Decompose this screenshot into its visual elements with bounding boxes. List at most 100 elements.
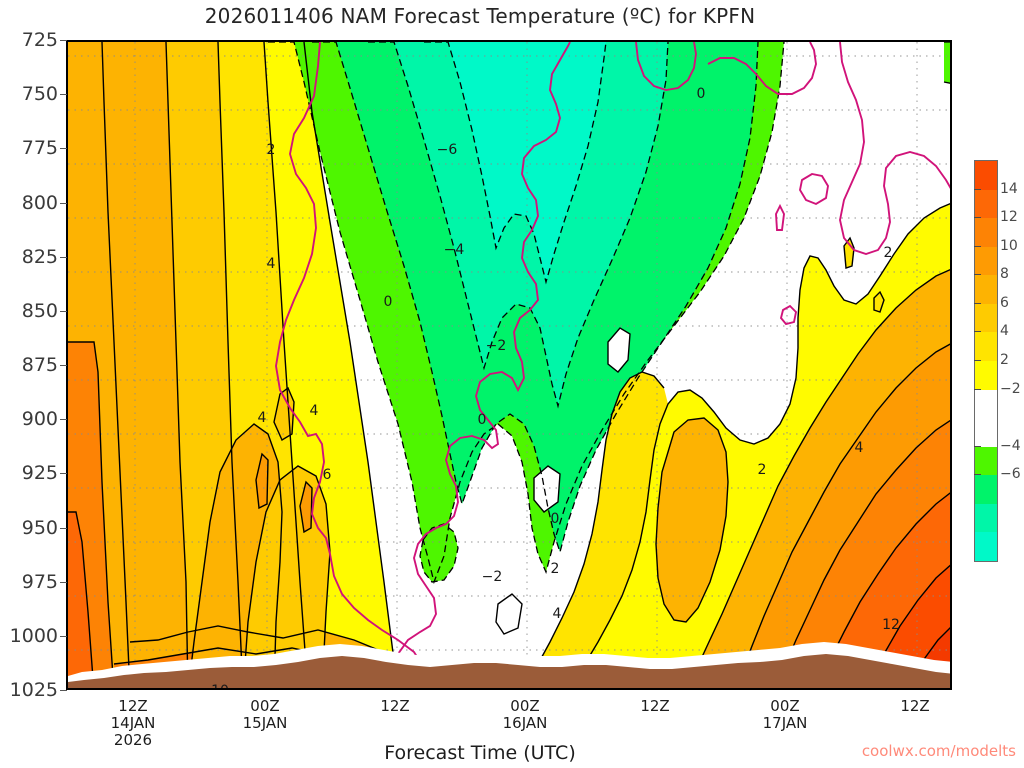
x-axis-title: Forecast Time (UTC): [384, 742, 576, 764]
contour-label: 2: [267, 142, 276, 158]
x-tick-date: 14JAN: [110, 714, 156, 732]
colorbar-band: [975, 303, 997, 333]
colorbar-band: [975, 275, 997, 304]
colorbar-tick: [974, 302, 981, 304]
y-axis-tick-label: 1000: [9, 624, 58, 647]
x-tick-date: 16JAN: [502, 714, 548, 732]
contour-label: 6: [323, 467, 332, 483]
colorbar: [974, 160, 998, 562]
y-axis-tick-label: 850: [21, 299, 58, 322]
contour-label: 4: [310, 403, 319, 419]
contour-plot: 22−6−644−4−400−2−2002244440044226600−2−2…: [66, 40, 952, 690]
contour-label: 0: [384, 294, 393, 310]
x-tick-year: 2026: [113, 731, 153, 749]
colorbar-tick-label: 4: [1000, 323, 1009, 340]
colorbar-band: [975, 475, 997, 504]
colorbar-tick-label: 6: [1000, 294, 1009, 311]
colorbar-band: [975, 246, 997, 276]
x-axis-tick-label: 12Z 14JAN 2026: [111, 698, 156, 749]
colorbar-band: [975, 332, 997, 361]
y-axis-tick-label: 875: [21, 354, 58, 376]
colorbar-tick-label: −6: [1000, 466, 1021, 483]
y-axis-tick: [60, 202, 67, 204]
x-tick-time: 00Z: [770, 697, 800, 715]
contour-label: 2: [551, 561, 560, 577]
colorbar-tick-label: −4: [1000, 437, 1021, 454]
x-axis-tick-label: 00Z 17JAN: [763, 698, 808, 732]
x-tick-time: 00Z: [250, 697, 280, 715]
colorbar-band: [975, 161, 997, 190]
colorbar-tick: [974, 217, 981, 219]
y-axis-tick: [60, 581, 67, 583]
watermark: coolwx.com/modelts: [861, 742, 1016, 760]
x-axis-tick-label: 00Z 16JAN: [503, 698, 548, 732]
x-axis-tick-label: 12Z: [640, 698, 669, 715]
contour-label: 0: [478, 412, 487, 428]
colorbar-tick: [974, 360, 981, 361]
x-axis-tick-label: 12Z: [900, 698, 929, 715]
contour-label: 4: [553, 606, 562, 622]
y-axis-tick: [60, 310, 67, 312]
x-tick-time: 12Z: [640, 697, 670, 715]
contour-label: −4: [444, 242, 465, 258]
contour-label: 2: [758, 462, 767, 478]
colorbar-tick: [974, 474, 981, 476]
x-axis-tick-label: 00Z 15JAN: [243, 698, 288, 732]
x-tick-date: 17JAN: [762, 714, 808, 732]
y-axis-tick-label: 925: [21, 462, 58, 485]
colorbar-band: [975, 532, 997, 561]
colorbar-tick-label: 8: [1000, 266, 1009, 283]
colorbar-tick: [974, 388, 981, 390]
contour-label: 0: [551, 511, 560, 527]
colorbar-tick: [974, 188, 981, 190]
y-axis-tick: [60, 527, 67, 529]
colorbar-tick-label: 12: [1000, 209, 1018, 226]
x-tick-time: 00Z: [510, 697, 540, 715]
y-axis-tick-label: 725: [21, 29, 58, 51]
y-axis-tick-label: 900: [21, 408, 58, 431]
colorbar-tick-label: 14: [1000, 180, 1018, 197]
contour-label-group: 22−6−644−4−400−2−2002244440044226600−2−2…: [211, 86, 900, 690]
x-tick-time: 12Z: [380, 697, 410, 715]
contour-label: 4: [855, 440, 864, 456]
contour-label: −6: [437, 142, 458, 158]
y-axis-tick: [60, 256, 67, 258]
colorbar-tick: [974, 274, 981, 276]
y-axis-tick-label: 975: [21, 570, 58, 593]
y-axis-tick-label: 750: [21, 83, 58, 106]
x-tick-time: 12Z: [900, 697, 930, 715]
y-axis-tick-label: 1025: [9, 679, 58, 701]
y-axis-tick-label: 825: [21, 245, 58, 268]
colorbar-tick-label: 2: [1000, 352, 1009, 368]
x-tick-date: 15JAN: [242, 714, 288, 732]
y-axis-tick: [60, 365, 67, 366]
y-axis-tick: [60, 148, 67, 150]
colorbar-band: [975, 361, 997, 390]
x-axis-tick-label: 12Z: [380, 698, 409, 715]
contour-label: 4: [267, 256, 276, 272]
y-axis-tick: [60, 40, 67, 41]
colorbar-band: [975, 389, 997, 447]
page-title: 2026011406 NAM Forecast Temperature (ºC)…: [204, 4, 756, 28]
y-axis-tick: [60, 419, 67, 421]
y-axis-tick: [60, 690, 67, 691]
contour-label: 2: [884, 245, 893, 261]
y-axis-tick: [60, 473, 67, 475]
colorbar-band: [975, 503, 997, 533]
colorbar-tick: [974, 445, 981, 447]
y-axis-tick-label: 800: [21, 191, 58, 214]
colorbar-tick-label: −2: [1000, 380, 1021, 397]
contour-label: −2: [486, 338, 507, 354]
y-axis-tick-label: 950: [21, 516, 58, 539]
colorbar-tick: [974, 331, 981, 333]
x-tick-time: 12Z: [118, 697, 148, 715]
contour-label: 10: [211, 683, 229, 690]
colorbar-band: [975, 189, 997, 219]
terrain-fill: [68, 654, 950, 688]
contour-label: 4: [258, 410, 267, 426]
contour-label: −2: [482, 569, 503, 585]
colorbar-band: [975, 218, 997, 247]
contour-plot-canvas: 22−6−644−4−400−2−2002244440044226600−2−2…: [68, 42, 950, 690]
contour-label: 12: [882, 617, 900, 633]
y-axis-tick: [60, 635, 67, 637]
